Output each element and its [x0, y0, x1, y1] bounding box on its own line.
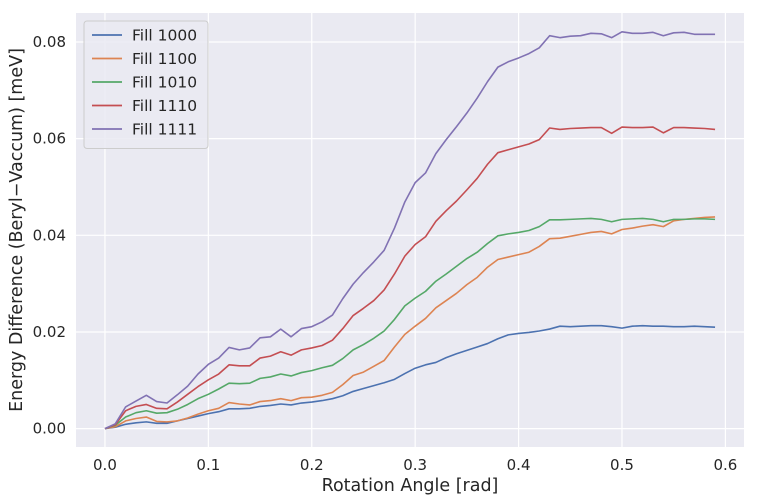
series-line-fill-1100 [104, 216, 716, 430]
legend: Fill 1000 Fill 1100 Fill 1010 Fill 1110 Fill… [83, 20, 209, 149]
y-tick-label: 0.06 [33, 130, 66, 148]
y-tick-label: 0.08 [33, 33, 66, 51]
series-line-fill-1010 [104, 217, 716, 430]
x-tick-label: 0.0 [93, 456, 117, 474]
y-tick-labels: 0.00 0.02 0.04 0.06 0.08 [33, 33, 66, 438]
grid-lines [76, 13, 744, 447]
y-axis-label: Energy Difference (Beryl−Vaccum) [meV] [7, 48, 27, 412]
x-tick-label: 0.5 [610, 456, 634, 474]
legend-label: Fill 1111 [132, 121, 197, 139]
series-line-fill-1110 [104, 126, 716, 430]
x-tick-label: 0.3 [403, 456, 427, 474]
legend-label: Fill 1110 [132, 97, 197, 115]
legend-box [83, 20, 209, 149]
y-tick-label: 0.00 [33, 420, 66, 438]
x-axis-label: Rotation Angle [rad] [322, 476, 499, 496]
x-tick-label: 0.1 [196, 456, 220, 474]
x-tick-label: 0.2 [300, 456, 324, 474]
series-line-fill-1000 [104, 324, 716, 430]
x-tick-label: 0.6 [713, 456, 737, 474]
y-tick-label: 0.02 [33, 323, 66, 341]
series-line-fill-1111 [104, 31, 716, 430]
legend-label: Fill 1100 [132, 50, 197, 68]
x-tick-label: 0.4 [507, 456, 531, 474]
x-tick-labels: 0.0 0.1 0.2 0.3 0.4 0.5 0.6 [93, 456, 737, 474]
y-tick-label: 0.04 [33, 226, 66, 244]
legend-label: Fill 1010 [132, 74, 197, 92]
legend-label: Fill 1000 [132, 27, 197, 45]
series-layer [104, 31, 716, 430]
